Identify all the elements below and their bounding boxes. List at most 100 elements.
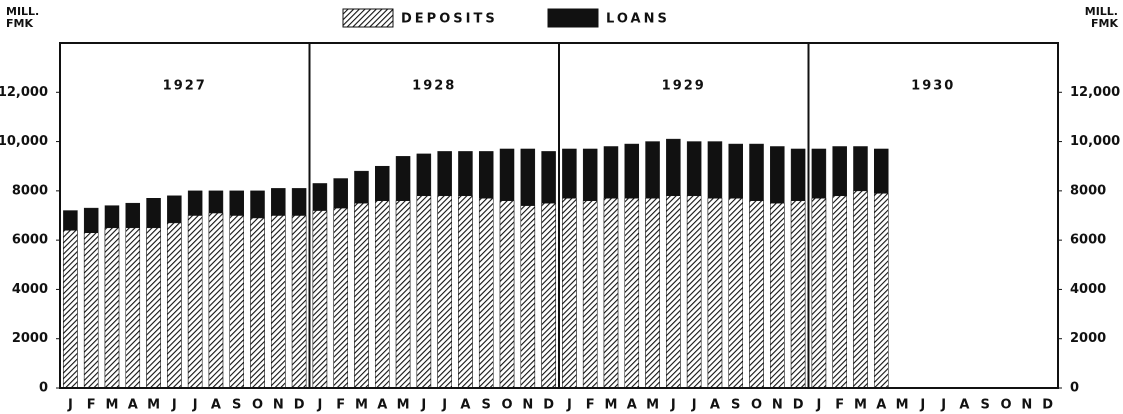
year-label: 1929 bbox=[662, 79, 706, 94]
y2-tick-label: 8000 bbox=[1070, 183, 1106, 198]
legend-swatch bbox=[547, 8, 599, 28]
x-tick-label: J bbox=[670, 398, 676, 413]
y2-axis-label: MILL. FMK bbox=[1084, 5, 1118, 30]
y2-tick-label: 6000 bbox=[1070, 233, 1106, 248]
x-tick-label: M bbox=[605, 398, 618, 413]
x-tick-label: J bbox=[316, 398, 322, 413]
bar bbox=[520, 205, 536, 389]
x-tick-label: N bbox=[772, 398, 783, 413]
x-tick-label: M bbox=[896, 398, 909, 413]
y-axis-label: MILL. FMK bbox=[6, 5, 40, 30]
x-tick-label: D bbox=[294, 398, 305, 413]
bar bbox=[770, 202, 785, 389]
year-label: 1927 bbox=[163, 79, 207, 94]
bar bbox=[167, 222, 182, 389]
y2-tick-label: 2000 bbox=[1070, 331, 1106, 346]
bar bbox=[666, 195, 681, 389]
bar bbox=[811, 198, 827, 389]
bar bbox=[562, 198, 577, 389]
x-tick-label: F bbox=[336, 398, 345, 413]
legend-label: DEPOSITS bbox=[401, 12, 498, 27]
x-tick-label: F bbox=[586, 398, 595, 413]
year-label: 1930 bbox=[911, 79, 955, 94]
bar bbox=[229, 215, 244, 389]
x-tick-label: O bbox=[1000, 398, 1011, 413]
y2-tick-label: 12,000 bbox=[1070, 85, 1120, 100]
bar bbox=[271, 215, 286, 389]
x-tick-label: A bbox=[959, 398, 969, 413]
bar bbox=[250, 217, 265, 389]
bar bbox=[416, 195, 432, 389]
x-tick-label: N bbox=[273, 398, 284, 413]
legend-swatch bbox=[342, 8, 394, 28]
x-tick-label: N bbox=[1021, 398, 1032, 413]
x-tick-label: A bbox=[377, 398, 387, 413]
x-tick-label: M bbox=[147, 398, 160, 413]
bar bbox=[707, 198, 723, 389]
bar bbox=[458, 195, 473, 389]
bar bbox=[312, 210, 328, 389]
y2-tick-label: 10,000 bbox=[1070, 134, 1120, 149]
x-tick-label: O bbox=[252, 398, 263, 413]
x-tick-label: M bbox=[646, 398, 659, 413]
y-tick-label: 4000 bbox=[12, 282, 48, 297]
bar bbox=[354, 202, 369, 389]
bar bbox=[582, 200, 598, 389]
x-tick-label: J bbox=[691, 398, 697, 413]
x-tick-label: J bbox=[940, 398, 946, 413]
x-tick-label: O bbox=[501, 398, 512, 413]
bar bbox=[728, 198, 743, 389]
x-tick-label: J bbox=[441, 398, 447, 413]
x-tick-label: M bbox=[355, 398, 368, 413]
x-tick-label: M bbox=[854, 398, 867, 413]
x-tick-label: J bbox=[566, 398, 572, 413]
x-tick-label: S bbox=[731, 398, 740, 413]
bar bbox=[333, 207, 348, 389]
bar bbox=[437, 195, 452, 389]
bar bbox=[541, 202, 556, 389]
bar bbox=[499, 200, 515, 389]
bar bbox=[375, 200, 390, 389]
x-tick-label: S bbox=[482, 398, 491, 413]
x-tick-label: D bbox=[793, 398, 804, 413]
bar bbox=[208, 212, 224, 389]
bar bbox=[125, 227, 141, 389]
x-tick-label: M bbox=[397, 398, 410, 413]
bar bbox=[853, 190, 868, 389]
x-tick-label: A bbox=[211, 398, 221, 413]
y-tick-label: 10,000 bbox=[0, 134, 48, 149]
y-tick-label: 8000 bbox=[12, 183, 48, 198]
x-tick-label: D bbox=[1042, 398, 1053, 413]
bar bbox=[749, 200, 764, 389]
x-tick-label: A bbox=[128, 398, 138, 413]
legend-label: LOANS bbox=[606, 12, 670, 27]
bar bbox=[603, 198, 619, 389]
bar bbox=[395, 200, 411, 389]
x-tick-label: J bbox=[171, 398, 177, 413]
x-tick-label: A bbox=[460, 398, 470, 413]
x-tick-label: J bbox=[192, 398, 198, 413]
bar bbox=[104, 227, 120, 389]
x-tick-label: A bbox=[710, 398, 720, 413]
x-tick-label: F bbox=[87, 398, 96, 413]
x-tick-label: A bbox=[627, 398, 637, 413]
x-tick-label: N bbox=[522, 398, 533, 413]
x-tick-label: O bbox=[751, 398, 762, 413]
bar bbox=[832, 195, 847, 389]
year-label: 1928 bbox=[412, 79, 456, 94]
x-tick-label: J bbox=[815, 398, 821, 413]
x-tick-label: D bbox=[543, 398, 554, 413]
y2-tick-label: 0 bbox=[1070, 381, 1079, 396]
y-tick-label: 0 bbox=[39, 381, 48, 396]
bar bbox=[874, 193, 889, 389]
bar bbox=[63, 230, 78, 389]
bar bbox=[478, 198, 494, 389]
x-tick-label: J bbox=[67, 398, 73, 413]
bar bbox=[645, 198, 660, 389]
x-tick-label: S bbox=[981, 398, 990, 413]
bar bbox=[686, 195, 702, 389]
x-tick-label: J bbox=[420, 398, 426, 413]
x-tick-label: A bbox=[876, 398, 886, 413]
bar bbox=[83, 232, 99, 389]
